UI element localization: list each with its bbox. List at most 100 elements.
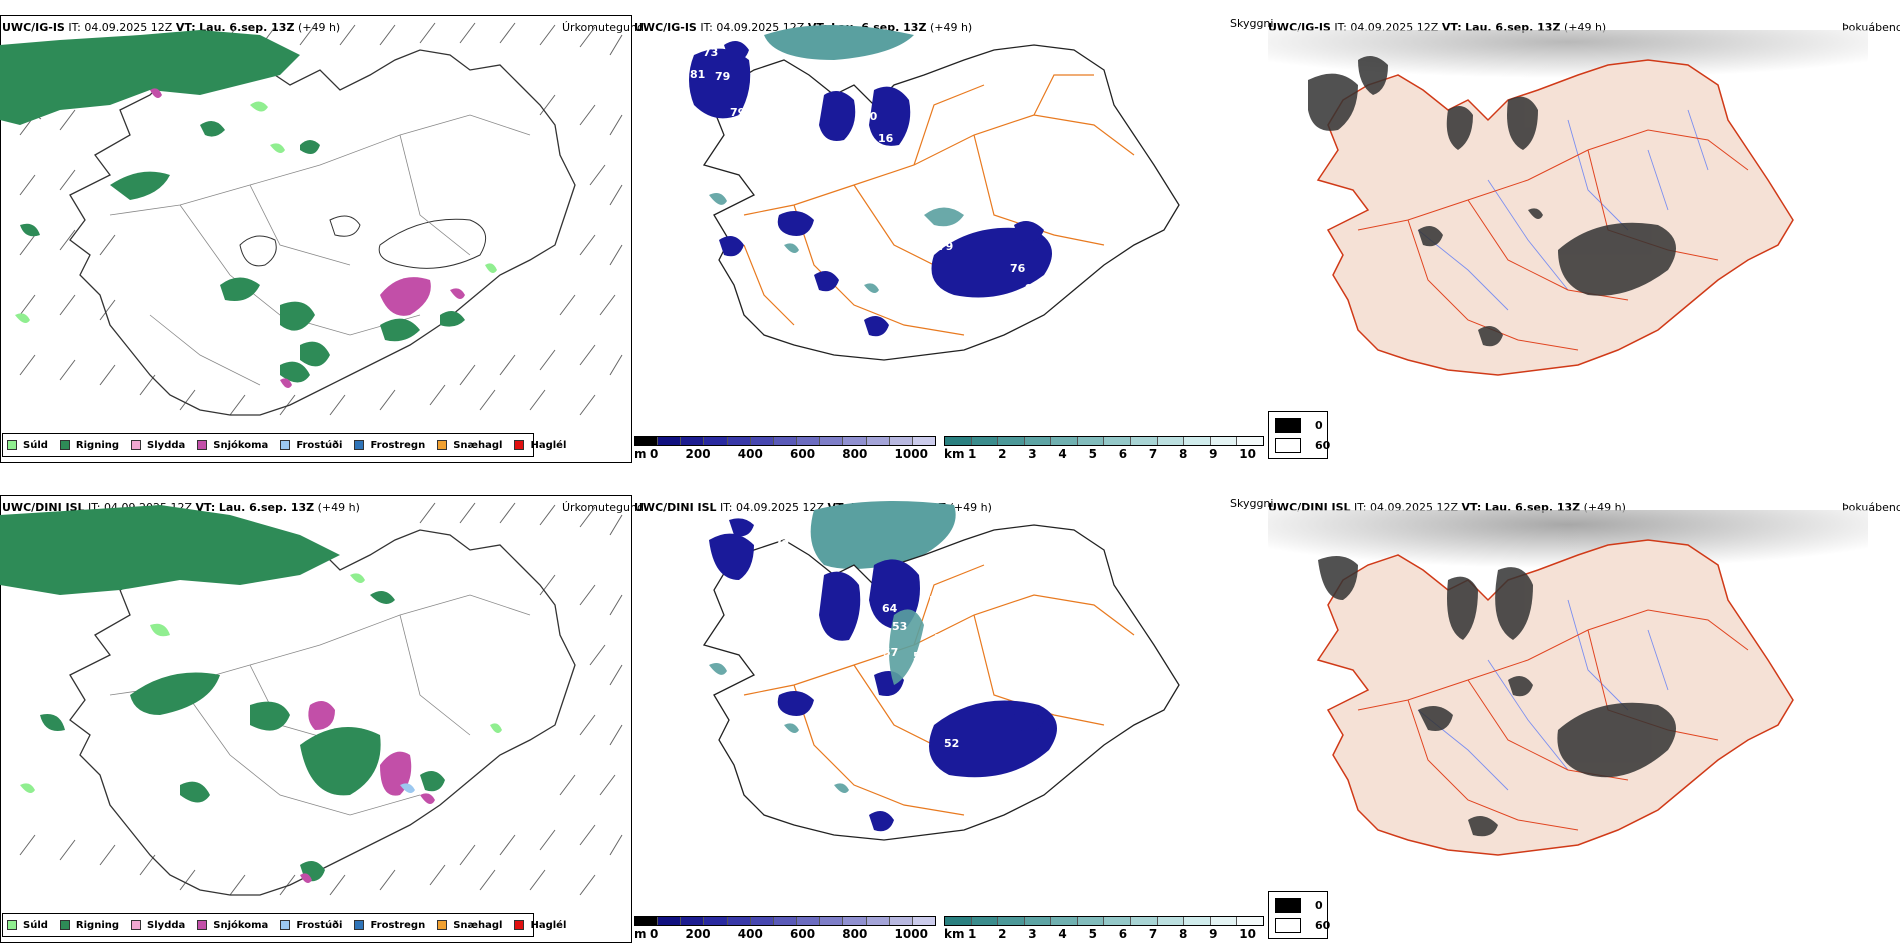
height-colorbar-segment — [797, 917, 821, 925]
snow-depth-label: 64 — [882, 602, 898, 615]
legend-swatch — [354, 920, 365, 930]
height-colorbar-segment — [681, 437, 705, 445]
visibility-colorbar-segment — [1077, 917, 1105, 925]
height-colorbar-segment — [866, 917, 890, 925]
height-colorbar-segment — [750, 437, 774, 445]
sea-low-visibility — [764, 25, 914, 60]
height-colorbar-segment — [866, 437, 890, 445]
legend-swatch — [514, 440, 525, 450]
roads — [743, 564, 1135, 816]
visibility-colorbar-segment — [998, 917, 1025, 925]
roads — [1357, 609, 1749, 831]
legend-swatch — [59, 440, 70, 450]
snow-depth-label: 52 — [944, 737, 960, 750]
height-colorbar-segment — [727, 437, 751, 445]
height-colorbar-segment — [843, 917, 867, 925]
visibility-colorbar-segment — [945, 437, 972, 445]
height-colorbar-segment — [820, 437, 844, 445]
precip-panel-frame — [0, 495, 632, 943]
legend-swatch — [280, 440, 291, 450]
height-colorbar-segment — [635, 437, 659, 445]
snow-areas — [150, 88, 465, 389]
precip-map — [0, 502, 623, 896]
roads — [1357, 129, 1749, 351]
snow-depth-label: 64 — [915, 98, 931, 111]
snow-depth-label: 47 — [928, 132, 944, 145]
snow-depth-label: 79 — [715, 70, 731, 83]
visibility-colorbar-segment — [1024, 437, 1052, 445]
legend-swatch — [280, 920, 291, 930]
fog-legend: 0 60 — [1268, 891, 1330, 939]
legend-item: Snjókoma — [197, 920, 268, 931]
legend-item: Súld — [7, 440, 48, 451]
road-network — [109, 594, 531, 816]
legend-item: Rigning — [59, 920, 119, 931]
height-colorbar-segment — [912, 917, 936, 925]
fog-map — [1268, 30, 1868, 376]
legend-item: Haglél — [514, 920, 566, 931]
visibility-colorbar-segment — [1210, 437, 1238, 445]
snow-depth-label: 49 — [1010, 310, 1026, 323]
visibility-ticks: 1 2 3 4 5 6 7 8 9 10 — [968, 447, 1256, 461]
snow-depth-label: 79 — [730, 106, 746, 119]
visibility-colorbar-segment — [1024, 917, 1052, 925]
precip-title: Úrkomutegund — [562, 21, 644, 34]
mid-visibility — [709, 609, 924, 794]
legend-item: Súld — [7, 920, 48, 931]
visibility-colorbar — [944, 916, 1264, 926]
height-colorbar-segment — [773, 437, 798, 445]
height-colorbar-segment — [727, 917, 751, 925]
legend-item: Frostúði — [280, 920, 342, 931]
mid-visibility — [709, 193, 964, 294]
high-terrain-low-visibility — [689, 41, 1052, 337]
legend-swatch — [197, 920, 208, 930]
legend-swatch — [354, 440, 365, 450]
legend-swatch — [514, 920, 525, 930]
snow-depth-label: 76 — [1010, 262, 1026, 275]
height-colorbar-segment — [889, 917, 913, 925]
valid-time: Lau. 6.sep. 13Z — [199, 21, 295, 34]
lead-time: (+49 h) — [297, 21, 341, 34]
legend-swatch — [437, 920, 448, 930]
height-colorbar-segment — [797, 437, 821, 445]
snow-depth-label: 50 — [1118, 746, 1134, 759]
legend-swatch — [59, 920, 70, 930]
height-colorbar-segment — [658, 917, 682, 925]
snow-depth-label: 100 — [785, 556, 808, 569]
visibility-colorbar-segment — [1184, 437, 1211, 445]
visibility-colorbar-segment — [1157, 917, 1185, 925]
visibility-colorbar-segment — [1077, 437, 1105, 445]
snow-depth-label: 72 — [774, 538, 790, 551]
visibility-unit: km — [944, 927, 965, 941]
glacier-outlines — [239, 215, 487, 269]
height-colorbar-segment — [681, 917, 705, 925]
visibility-colorbar-segment — [1051, 437, 1078, 445]
legend-item: Snjókoma — [197, 440, 268, 451]
vt-label: VT: — [175, 21, 196, 34]
visibility-colorbar-segment — [1237, 917, 1263, 925]
precip-title: Úrkomutegund — [562, 501, 644, 514]
height-colorbar-segment — [889, 437, 913, 445]
height-colorbar-segment — [704, 437, 728, 445]
fog-map — [1268, 510, 1868, 856]
high-terrain-low-visibility — [709, 518, 1057, 832]
sea-fog — [1268, 30, 1868, 90]
precip-legend: Súld Rigning Slydda Snjókoma Frostúði Fr… — [2, 913, 566, 937]
legend-item: Slydda — [131, 440, 185, 451]
height-colorbar — [634, 916, 936, 926]
snow-depth-label: 57 — [883, 646, 899, 659]
snow-depth-label: 90 — [1025, 282, 1041, 295]
iceland-outline — [1316, 59, 1794, 376]
legend-swatch — [197, 440, 208, 450]
snow-depth-label: 47 — [928, 118, 944, 131]
legend-item: Snæhagl — [437, 920, 502, 931]
fog-swatch — [1275, 418, 1301, 433]
legend-swatch — [7, 440, 17, 450]
visibility-colorbar-segment — [1237, 437, 1263, 445]
visibility-colorbar-segment — [1104, 917, 1132, 925]
freezing-drizzle-areas — [400, 783, 415, 794]
fog-legend-row: 60 — [1275, 918, 1330, 933]
iceland-outline — [702, 44, 1180, 361]
legend-item: Snæhagl — [437, 440, 502, 451]
drizzle-areas — [15, 101, 497, 324]
